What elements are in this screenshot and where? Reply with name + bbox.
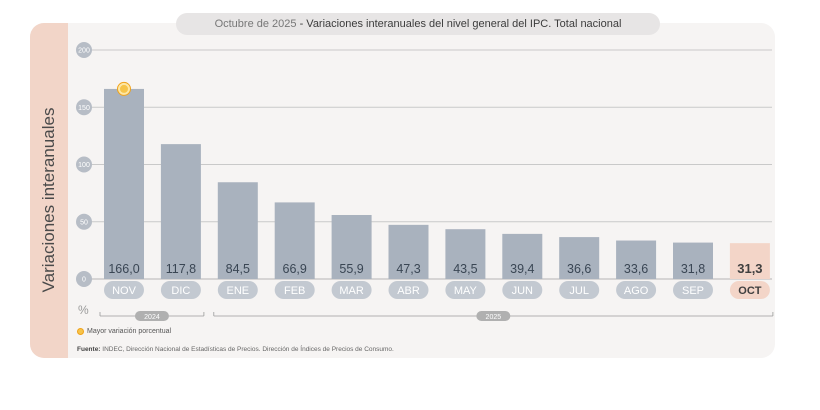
y-axis-side-panel: [30, 23, 68, 358]
bar-value-label: 36,6: [567, 262, 591, 276]
bar: [217, 182, 258, 279]
category-pill: [104, 281, 144, 299]
y-tick-label: 150: [78, 105, 90, 112]
category-label: OCT: [738, 285, 762, 297]
y-tick-label: 0: [82, 277, 86, 284]
year-label: 2024: [144, 314, 160, 321]
bar-value-label: 43,5: [453, 262, 477, 276]
category-pill: [445, 281, 486, 299]
chart-title-prefix: Octubre de 2025: [214, 18, 297, 30]
year-pill: [134, 311, 169, 321]
chart-title-separator: -: [296, 18, 307, 30]
bar: [445, 229, 486, 279]
category-pill: [502, 281, 543, 299]
year-pill: [476, 311, 511, 321]
y-tick-label: 200: [78, 48, 90, 55]
max-marker-legend-icon: [77, 328, 84, 335]
year-label: 2025: [486, 314, 502, 321]
category-label: DIC: [171, 285, 190, 297]
bar: [104, 88, 144, 280]
bar-value-label: 31,3: [737, 261, 762, 276]
category-pill: [729, 281, 770, 299]
source-note: Fuente: INDEC, Dirección Nacional de Est…: [77, 346, 394, 353]
category-label: SEP: [682, 285, 704, 297]
bar: [502, 233, 543, 279]
unit-label: %: [78, 303, 89, 317]
bar-value-label: 33,6: [624, 262, 648, 276]
max-marker-icon-core: [120, 84, 128, 93]
category-label: ABR: [397, 285, 420, 297]
category-pill: [673, 281, 713, 299]
category-label: NOV: [112, 285, 137, 297]
bar: [331, 214, 372, 279]
y-tick-bubble: [76, 271, 92, 287]
category-pill: [217, 281, 258, 299]
bar-value-label: 39,4: [510, 262, 534, 276]
source-label: Fuente:: [77, 346, 101, 353]
chart-title-main: Variaciones interanuales del nivel gener…: [306, 18, 622, 30]
bar: [729, 243, 770, 279]
category-label: AGO: [624, 285, 649, 297]
bar-value-label: 84,5: [226, 262, 250, 276]
bar: [274, 202, 315, 279]
bar: [388, 224, 429, 279]
bar-value-label: 66,9: [283, 262, 307, 276]
bar: [673, 242, 713, 279]
category-label: ENE: [226, 285, 249, 297]
category-label: JUL: [569, 285, 589, 297]
bar-value-label: 166,0: [108, 262, 139, 276]
chart-title: Octubre de 2025 - Variaciones interanual…: [176, 13, 660, 35]
bar-value-label: 47,3: [396, 262, 420, 276]
category-pill: [559, 281, 600, 299]
y-tick-bubble: [76, 156, 92, 173]
bar-value-label: 55,9: [339, 262, 363, 276]
y-tick-bubble: [76, 42, 92, 58]
category-pill: [274, 281, 315, 299]
bar-value-label: 117,8: [166, 262, 196, 276]
category-pill: [616, 281, 657, 299]
category-pill: [160, 281, 201, 299]
y-tick-bubble: [76, 213, 92, 230]
category-label: JUN: [512, 285, 533, 297]
category-pill: [331, 281, 372, 299]
bar: [160, 144, 201, 279]
bar: [559, 237, 600, 279]
y-tick-label: 50: [80, 219, 88, 226]
y-tick-label: 100: [78, 162, 90, 169]
bar-value-label: 31,8: [681, 262, 705, 276]
bar: [616, 240, 657, 279]
y-tick-bubble: [76, 99, 92, 116]
category-pill: [388, 281, 429, 299]
category-label: MAR: [339, 285, 364, 297]
legend-label: Mayor variación porcentual: [87, 328, 172, 335]
category-label: MAY: [454, 285, 478, 297]
chart-panel: [30, 23, 775, 358]
source-text: INDEC, Dirección Nacional de Estadística…: [102, 346, 394, 353]
legend: Mayor variación porcentual: [77, 328, 171, 335]
category-label: FEB: [284, 285, 305, 297]
